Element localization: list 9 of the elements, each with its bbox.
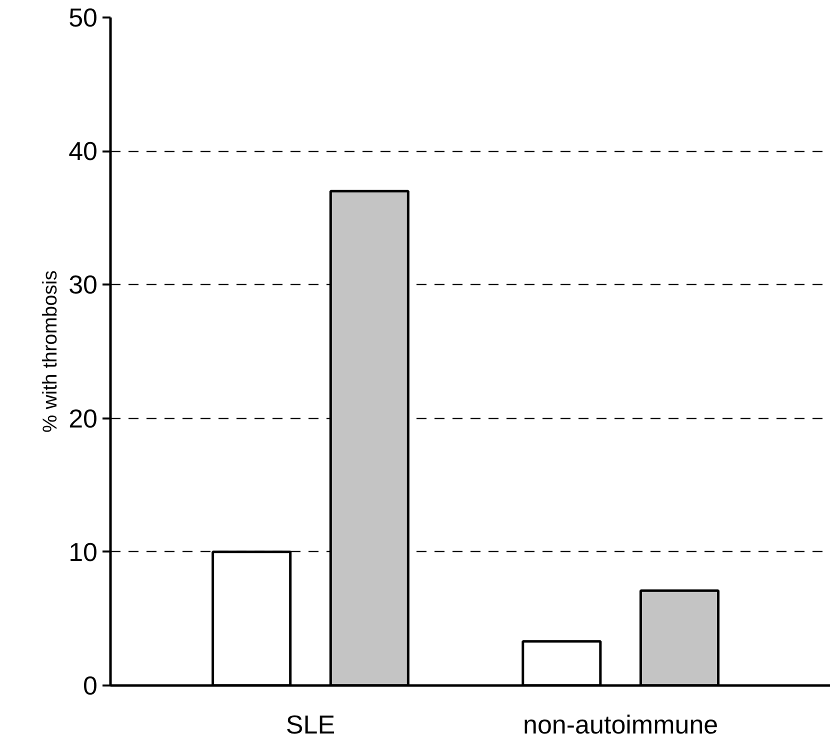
y-tick-label: 40 xyxy=(68,136,98,166)
y-tick-label: 30 xyxy=(68,270,98,300)
y-tick-label: 50 xyxy=(68,2,98,32)
y-tick-label: 10 xyxy=(68,536,98,567)
y-axis-title: % with thrombosis xyxy=(40,270,62,433)
y-tick-label: 20 xyxy=(68,403,98,434)
y-tick-label: 0 xyxy=(83,670,98,700)
x-tick-label: non-autoimmune xyxy=(523,710,718,740)
x-tick-label: SLE xyxy=(286,710,336,740)
